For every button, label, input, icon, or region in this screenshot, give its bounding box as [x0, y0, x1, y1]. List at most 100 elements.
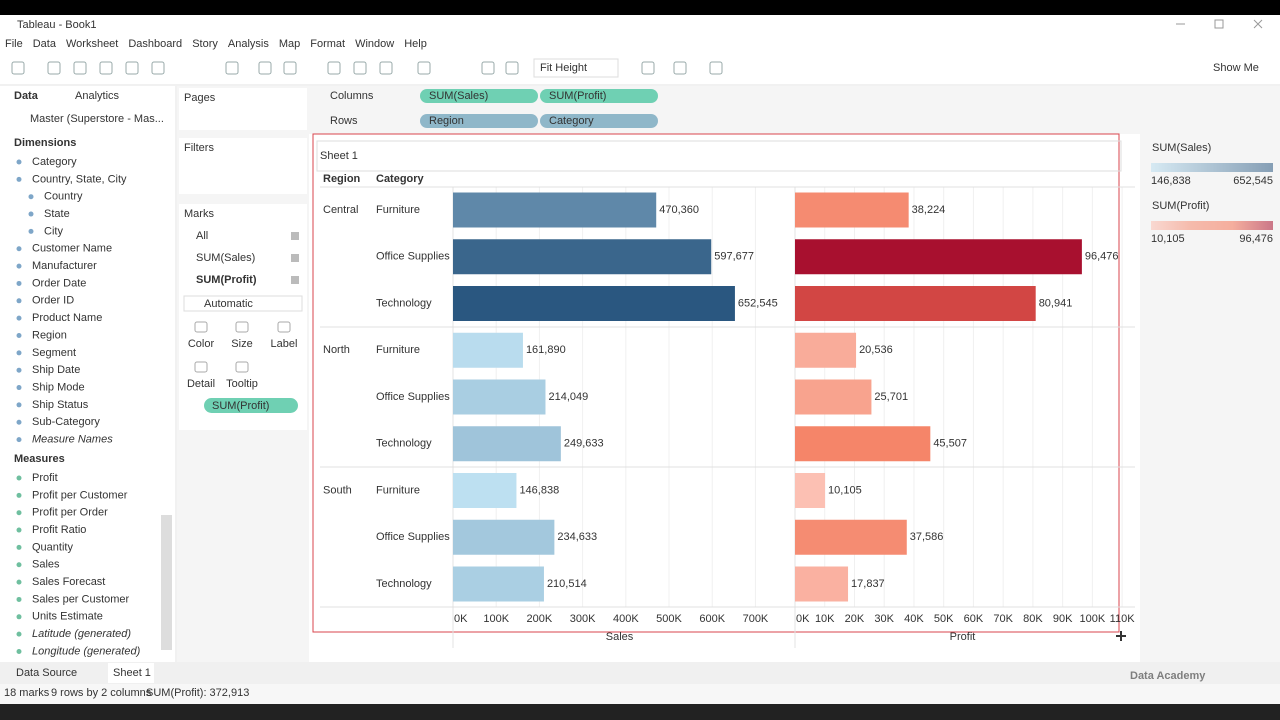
pill[interactable]: [420, 89, 538, 103]
toolbar-icon[interactable]: [327, 61, 341, 75]
toolbar-icon[interactable]: [125, 61, 139, 75]
toolbar-icon[interactable]: [505, 61, 519, 75]
status-text: 9 rows by 2 columns: [51, 687, 152, 699]
dimension-field[interactable]: Category: [32, 156, 77, 168]
dimension-field[interactable]: Country: [44, 191, 83, 203]
toolbar-icon[interactable]: [641, 61, 655, 75]
mark-type[interactable]: [183, 295, 303, 312]
dimension-field[interactable]: Segment: [32, 347, 76, 359]
sheet-tab[interactable]: Sheet 1: [113, 667, 151, 679]
dimension-field[interactable]: Ship Mode: [32, 381, 85, 393]
toolbar-icon[interactable]: [225, 61, 239, 75]
measure-field[interactable]: Latitude (generated): [32, 628, 131, 640]
toolbar-icon[interactable]: [709, 61, 723, 75]
sheet-title: Sheet 1: [320, 150, 358, 162]
menu-item[interactable]: Window: [355, 38, 394, 50]
mark-button[interactable]: Label: [271, 338, 298, 350]
menu-item[interactable]: Analysis: [228, 38, 269, 50]
menu-item[interactable]: File: [5, 38, 23, 50]
bar: [453, 192, 657, 228]
menu-item[interactable]: Dashboard: [128, 38, 182, 50]
pill[interactable]: [540, 89, 658, 103]
menu-item[interactable]: Worksheet: [66, 38, 118, 50]
section-header: Measures: [14, 453, 65, 465]
menu-item[interactable]: Story: [192, 38, 218, 50]
menu-item[interactable]: Data: [33, 38, 57, 50]
marks-card[interactable]: SUM(Sales): [196, 252, 255, 264]
field-icon: [16, 579, 22, 585]
measure-field[interactable]: Units Estimate: [32, 611, 103, 623]
pane-tab[interactable]: Analytics: [75, 90, 120, 102]
measure-field[interactable]: Quantity: [32, 541, 73, 553]
menu-item[interactable]: Help: [404, 38, 427, 50]
show-me[interactable]: Show Me: [1213, 62, 1259, 74]
bar: [453, 519, 555, 555]
mark-type-label: Automatic: [204, 298, 253, 310]
toolbar-icon[interactable]: [73, 61, 87, 75]
measure-field[interactable]: Profit per Customer: [32, 489, 128, 501]
marks-card[interactable]: All: [196, 230, 208, 242]
dimension-field[interactable]: Country, State, City: [32, 173, 127, 185]
toolbar-icon[interactable]: [258, 61, 272, 75]
pill[interactable]: [420, 114, 538, 128]
dimension-field[interactable]: State: [44, 208, 70, 220]
x-tick-label: 10K: [815, 613, 835, 625]
active-tab[interactable]: [108, 663, 154, 683]
toolbar-icon[interactable]: [673, 61, 687, 75]
toolbar-icon[interactable]: [151, 61, 165, 75]
toolbar-icon[interactable]: [99, 61, 113, 75]
measure-field[interactable]: Sales per Customer: [32, 593, 130, 605]
mark-button-icon[interactable]: [277, 321, 291, 333]
category-label: Technology: [376, 297, 432, 309]
mark-button-icon[interactable]: [235, 361, 249, 373]
measure-field[interactable]: Longitude (generated): [32, 645, 141, 657]
measure-field[interactable]: Profit per Order: [32, 507, 108, 519]
toolbar-icon[interactable]: [417, 61, 431, 75]
status-bar: [0, 684, 1280, 704]
dimension-field[interactable]: Ship Date: [32, 364, 80, 376]
dimension-field[interactable]: Region: [32, 329, 67, 341]
dimension-field[interactable]: City: [44, 225, 63, 237]
x-tick-label: 0K: [796, 613, 810, 625]
measure-field[interactable]: Sales Forecast: [32, 576, 105, 588]
measure-field[interactable]: Profit: [32, 472, 58, 484]
mark-button[interactable]: Detail: [187, 378, 215, 390]
field-icon: [16, 631, 22, 637]
dimension-field[interactable]: Product Name: [32, 312, 102, 324]
measure-field[interactable]: Sales: [32, 559, 60, 571]
toolbar-icon[interactable]: [283, 61, 297, 75]
mark-button-icon[interactable]: [194, 321, 208, 333]
pill[interactable]: [540, 114, 658, 128]
marks-card[interactable]: SUM(Profit): [196, 274, 257, 286]
mark-button[interactable]: Color: [188, 338, 215, 350]
menu-item[interactable]: Format: [310, 38, 345, 50]
mark-button[interactable]: Size: [231, 338, 252, 350]
dimension-field[interactable]: Order ID: [32, 295, 74, 307]
toolbar-icon[interactable]: [481, 61, 495, 75]
toolbar-icon[interactable]: [379, 61, 393, 75]
toolbar-icon[interactable]: [11, 61, 25, 75]
dimension-field[interactable]: Customer Name: [32, 243, 112, 255]
bar: [453, 426, 561, 462]
dimension-field[interactable]: Sub-Category: [32, 416, 100, 428]
sheet-tab[interactable]: Data Source: [16, 667, 77, 679]
pane-tab[interactable]: Data: [14, 90, 39, 102]
mark-button-icon[interactable]: [194, 361, 208, 373]
mark-button[interactable]: Tooltip: [226, 378, 258, 390]
measure-field[interactable]: Profit Ratio: [32, 524, 86, 536]
dimension-field[interactable]: Ship Status: [32, 399, 89, 411]
card-icon: [291, 232, 299, 240]
mark-button-icon[interactable]: [235, 321, 249, 333]
fit-dropdown[interactable]: [533, 58, 619, 78]
toolbar-icon[interactable]: [47, 61, 61, 75]
dimension-field[interactable]: Measure Names: [32, 434, 113, 446]
dimension-field[interactable]: Manufacturer: [32, 260, 97, 272]
menu-item[interactable]: Map: [279, 38, 300, 50]
field-icon: [16, 385, 22, 391]
toolbar-icon[interactable]: [353, 61, 367, 75]
dimension-field[interactable]: Order Date: [32, 277, 86, 289]
bar: [795, 286, 1036, 321]
value-label: 146,838: [519, 484, 559, 496]
pill[interactable]: [204, 398, 298, 413]
